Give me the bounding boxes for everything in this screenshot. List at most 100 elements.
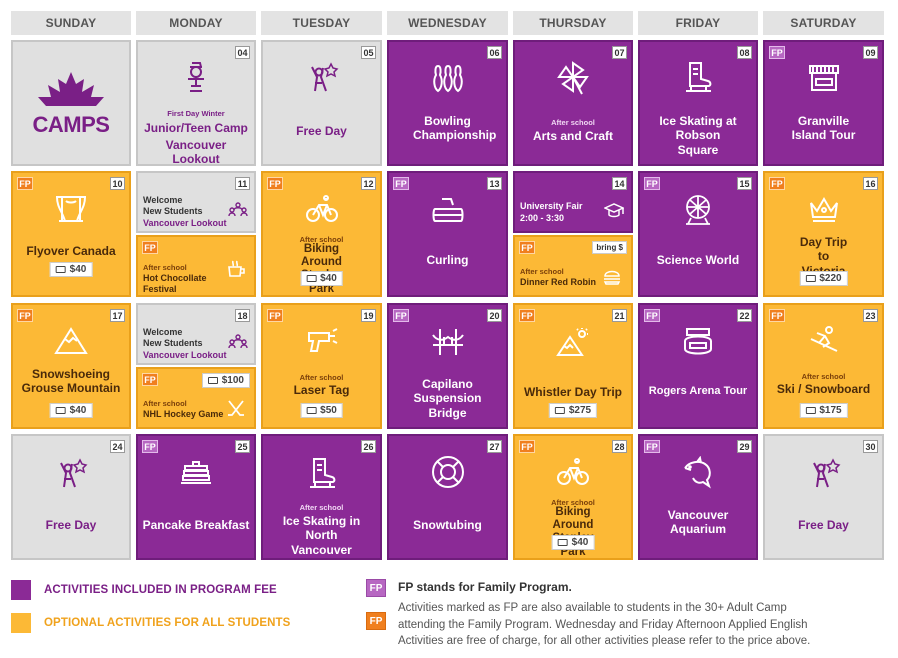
header-thursday: THURSDAY (513, 11, 633, 35)
day-cell-17[interactable]: FP 17 Snowshoeing Grouse Mountain $40 (11, 303, 131, 429)
event-title: Biking Around Stanley Park (552, 506, 594, 558)
event-title: Rogers Arena Tour (648, 385, 748, 397)
event-title: Ice Skating in North Vancouver (282, 514, 361, 557)
day-number: 28 (612, 440, 627, 453)
pinwheel-icon (557, 61, 589, 95)
day-cell-16[interactable]: FP 16 Day Trip to Victoria $220 (763, 171, 884, 297)
day-number: 05 (361, 46, 376, 59)
small-note: After school (299, 373, 344, 382)
header-friday: FRIDAY (638, 11, 758, 35)
fp-badge: FP (769, 177, 785, 190)
price-tag: $100 (201, 373, 250, 388)
mountain-icon (54, 327, 88, 354)
geodesic-dome-icon (686, 195, 710, 225)
ticket-icon (55, 266, 66, 273)
small-note: After school (801, 372, 846, 381)
day-number: 14 (612, 177, 627, 190)
day-cell-07[interactable]: 07 After school Arts and Craft (513, 40, 633, 166)
day-cell-19[interactable]: FP 19 After school Laser Tag $50 (261, 303, 382, 429)
fp-badge: FP (769, 46, 785, 59)
day-cell-28[interactable]: FP 28 After school Biking Around Stanley… (513, 434, 633, 560)
group-icon (228, 334, 248, 349)
event-title: Free Day (296, 124, 347, 138)
mountain-sun-icon (556, 328, 588, 356)
day-number: 17 (110, 309, 125, 322)
day-cell-23[interactable]: FP 23 After school Ski / Snowboard $175 (763, 303, 884, 429)
day-cell-05[interactable]: 05 Free Day (261, 40, 382, 166)
legend-fp-orange-badge: FP (366, 612, 386, 630)
day-cell-26[interactable]: 26 After school Ice Skating in North Van… (261, 434, 382, 560)
event-title: Whistler Day Trip (523, 385, 623, 399)
day-cell-29[interactable]: FP 29 Vancouver Aquarium (638, 434, 758, 560)
event-title: Bowling Championship (413, 114, 497, 143)
day-cell-21[interactable]: FP 21 Whistler Day Trip $275 (513, 303, 633, 429)
graduation-cap-icon (604, 203, 624, 218)
ticket-icon (805, 275, 816, 282)
day-cell-15[interactable]: FP 15 Science World (638, 171, 758, 297)
day-cell-12[interactable]: FP 12 After school Biking Around Stanley… (261, 171, 382, 297)
day-number: 26 (361, 440, 376, 453)
welcome-line-3: Vancouver Lookout (143, 217, 227, 228)
fp-note-body: Activities marked as FP are also availab… (398, 602, 811, 648)
small-note: After school (551, 498, 595, 507)
day-cell-22[interactable]: FP 22 Rogers Arena Tour (638, 303, 758, 429)
fp-badge: FP (393, 309, 409, 322)
day-cell-04[interactable]: 04 First Day Winter Junior/Teen Camp Van… (136, 40, 256, 166)
day-cell-30[interactable]: 30 Free Day (763, 434, 884, 560)
lifebuoy-icon (431, 456, 464, 488)
price-value: $40 (571, 537, 589, 548)
day-number: 06 (487, 46, 502, 59)
event-title: Pancake Breakfast (142, 518, 250, 532)
day-number: 25 (235, 440, 250, 453)
fp-badge: FP (142, 373, 158, 386)
legend-purple-label: ACTIVITIES INCLUDED IN PROGRAM FEE (44, 584, 277, 596)
ticket-icon (554, 407, 565, 414)
day-cell-24[interactable]: 24 Free Day (11, 434, 131, 560)
event-title: Arts and Craft (532, 129, 613, 143)
day-number: 07 (612, 46, 627, 59)
day-cell-11[interactable]: 11 Welcome New Students Vancouver Lookou… (136, 171, 256, 297)
bring-money-badge: bring $ (592, 241, 627, 254)
header-tuesday: TUESDAY (261, 11, 382, 35)
day-cell-06[interactable]: 06 Bowling Championship (387, 40, 508, 166)
event-title: Laser Tag (293, 383, 350, 397)
day-cell-08[interactable]: 08 Ice Skating at Robson Square (638, 40, 758, 166)
day-cell-18[interactable]: 18 Welcome New Students Vancouver Lookou… (136, 303, 256, 429)
day-cell-10[interactable]: FP 10 Flyover Canada $40 (11, 171, 131, 297)
ticket-icon (306, 275, 317, 282)
event-title: Dinner Red Robin (520, 277, 596, 287)
legend-orange-swatch (11, 613, 31, 633)
day-cell-13[interactable]: FP 13 Curling (387, 171, 508, 297)
ticket-icon (55, 407, 66, 414)
fp-badge: FP (644, 177, 660, 190)
event-title: Snowshoeing Grouse Mountain (21, 367, 121, 396)
day-number: 10 (110, 177, 125, 190)
small-note: After school (520, 267, 564, 276)
day-number: 12 (361, 177, 376, 190)
hockey-sticks-icon (228, 400, 244, 416)
day-cell-09[interactable]: FP 09 Granville Island Tour (763, 40, 884, 166)
legend-fp-purple-badge: FP (366, 579, 386, 597)
fp-badge: FP (17, 309, 33, 322)
day-number: 24 (110, 440, 125, 453)
arena-icon (684, 328, 712, 355)
day-cell-14[interactable]: 14 University Fair 2:00 - 3:30 FP bring … (513, 171, 633, 297)
day-number: 04 (235, 46, 250, 59)
event-title: Ice Skating at Robson Square (659, 114, 737, 157)
price-tag: $175 (799, 403, 848, 418)
header-saturday: SATURDAY (763, 11, 884, 35)
price-value: $220 (819, 273, 842, 284)
day-cell-25[interactable]: FP 25 Pancake Breakfast (136, 434, 256, 560)
event-title-line-2: Festival (143, 284, 177, 295)
event-title: Junior/Teen Camp (144, 121, 248, 135)
theatre-stage-icon (56, 196, 86, 222)
day-cell-27[interactable]: 27 Snowtubing (387, 434, 508, 560)
event-title: Free Day (798, 518, 849, 532)
day-cell-20[interactable]: FP 20 Capilano Suspension Bridge (387, 303, 508, 429)
event-title: Flyover Canada (26, 244, 116, 258)
price-value: $40 (320, 273, 337, 284)
fp-badge: FP (393, 177, 409, 190)
day-number: 18 (235, 309, 250, 322)
crown-icon (809, 197, 838, 222)
fair-line-1: University Fair (520, 201, 583, 211)
